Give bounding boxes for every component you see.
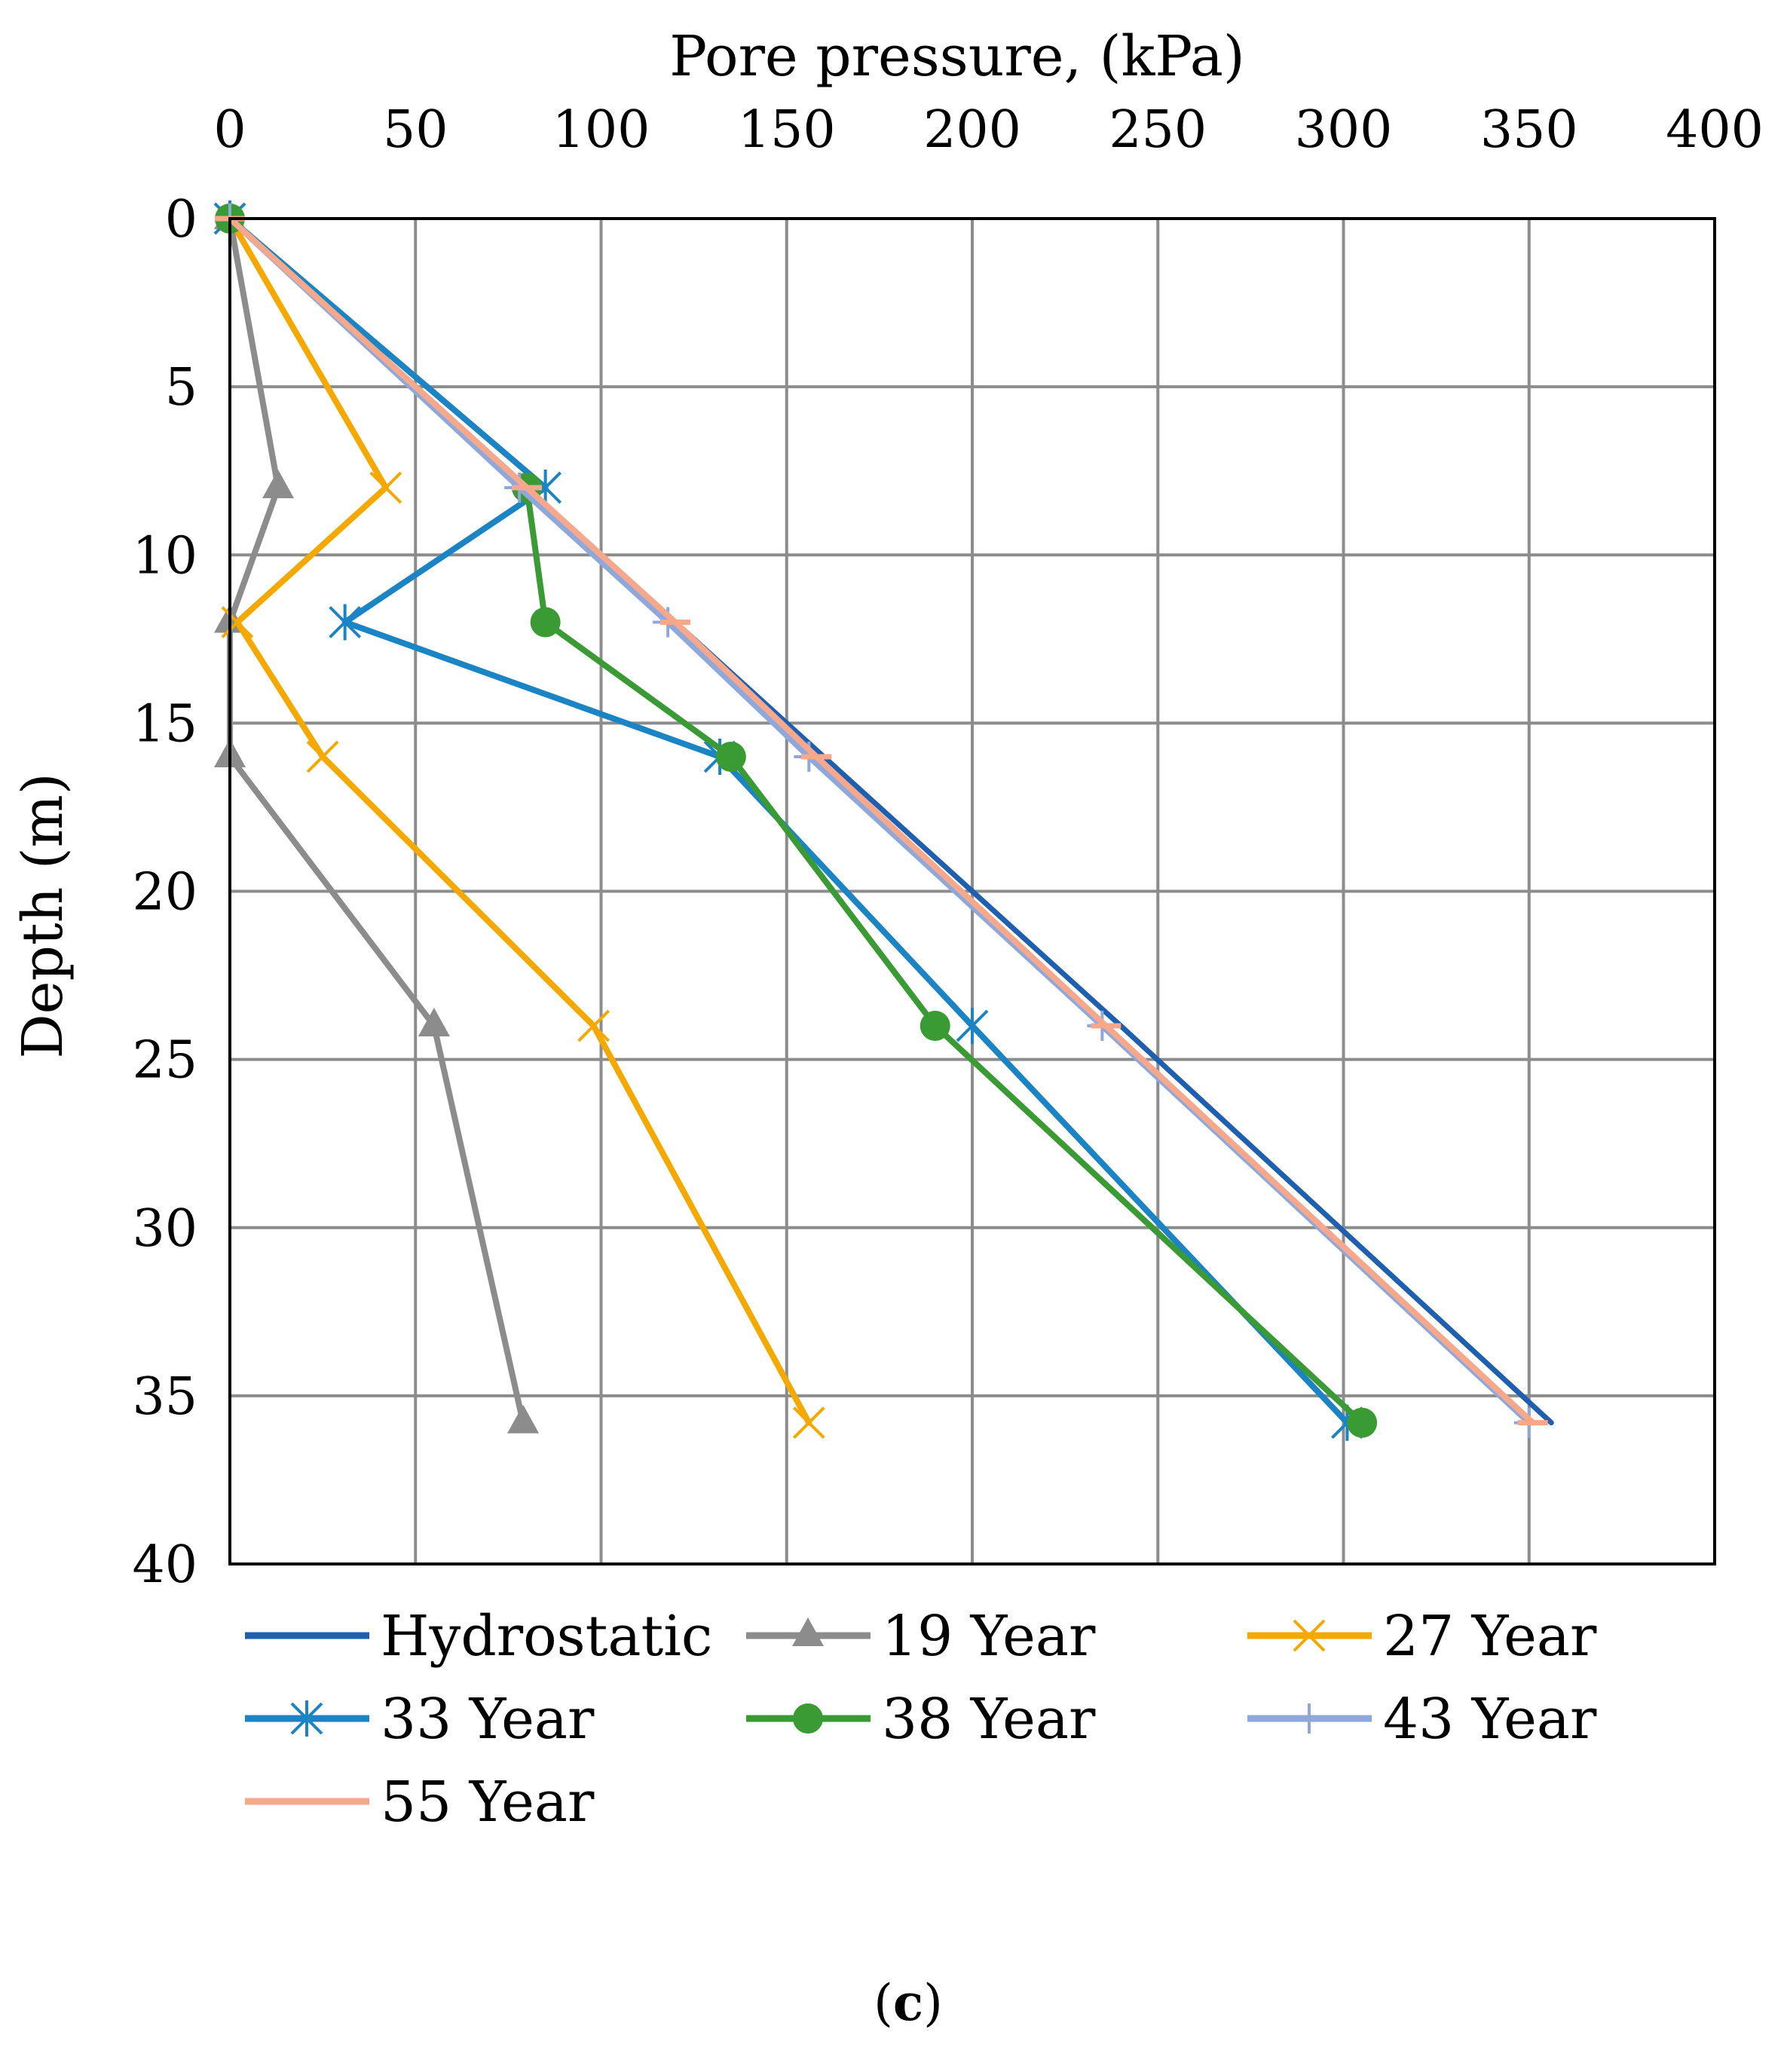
legend: Hydrostatic 19 Year 27 Year 33 Year 38 Year 4… [245, 1604, 1597, 1835]
x-tick-label-150: 150 [738, 100, 836, 160]
data-point-19-year-1 [262, 470, 295, 498]
data-point-27-year-4 [577, 1009, 610, 1042]
series-layer [213, 200, 1554, 1441]
x-tick-label-100: 100 [552, 100, 650, 160]
legend-item-43-year: 43 Year [1247, 1687, 1597, 1752]
caption-open: ( [874, 1974, 893, 2032]
series-line-38-year [227, 216, 1366, 1426]
legend-label-33-year: 33 Year [381, 1687, 595, 1752]
data-point-38-year-5 [1347, 1407, 1378, 1438]
y-axis-title: Depth (m) [11, 773, 75, 1058]
legend-marker-33-year [290, 1700, 323, 1737]
legend-label-38-year: 38 Year [882, 1687, 1096, 1752]
data-point-27-year-1 [369, 471, 402, 504]
x-tick-label-300: 300 [1295, 100, 1393, 160]
y-tick-label-15: 15 [132, 694, 197, 754]
series-27-year [213, 202, 825, 1439]
x-axis-title: Pore pressure, (kPa) [669, 24, 1245, 89]
y-tick-label-40: 40 [132, 1535, 197, 1595]
x-tick-label-0: 0 [213, 100, 246, 160]
legend-label-hydrostatic: Hydrostatic [381, 1604, 712, 1669]
series-line-27-year [227, 216, 812, 1426]
data-point-19-year-4 [418, 1008, 450, 1036]
y-tick-label-30: 30 [132, 1199, 197, 1259]
legend-item-27-year: 27 Year [1247, 1604, 1597, 1669]
data-point-19-year-5 [507, 1404, 540, 1434]
figure-caption: (c) [874, 1973, 943, 2032]
y-tick-label-20: 20 [132, 863, 197, 923]
legend-label-55-year: 55 Year [381, 1770, 595, 1835]
y-tick-label-35: 35 [132, 1367, 197, 1427]
legend-item-33-year: 33 Year [245, 1687, 595, 1752]
plot-frame [228, 217, 1716, 1565]
caption-letter: c [893, 1973, 923, 2032]
series-line-33-year [227, 216, 1351, 1426]
data-point-38-year-4 [920, 1011, 950, 1041]
legend-item-19-year: 19 Year [746, 1604, 1096, 1669]
data-point-33-year-4 [956, 1008, 989, 1044]
legend-label-19-year: 19 Year [882, 1604, 1096, 1669]
series-line-19-year [227, 216, 527, 1426]
legend-marker-38-year [793, 1703, 823, 1734]
axis-layer: Pore pressure, (kPa) Depth (m) [11, 24, 1716, 1565]
x-tick-label-250: 250 [1109, 100, 1207, 160]
x-tick-label-200: 200 [923, 100, 1021, 160]
data-point-38-year-3 [715, 742, 746, 772]
x-tick-label-350: 350 [1480, 100, 1578, 160]
legend-item-55-year: 55 Year [245, 1770, 595, 1835]
legend-marker-19-year [792, 1618, 824, 1646]
legend-item-hydrostatic: Hydrostatic [245, 1604, 712, 1669]
y-tick-label-25: 25 [132, 1031, 197, 1091]
caption-close: ) [923, 1974, 943, 2032]
legend-label-43-year: 43 Year [1383, 1687, 1597, 1752]
legend-marker-27-year [1293, 1619, 1326, 1652]
legend-label-27-year: 27 Year [1383, 1604, 1597, 1669]
legend-marker-43-year [1294, 1703, 1324, 1734]
y-tick-label-5: 5 [165, 358, 197, 418]
x-tick-label-400: 400 [1666, 100, 1764, 160]
data-point-27-year-5 [792, 1406, 825, 1439]
legend-item-38-year: 38 Year [746, 1687, 1096, 1752]
grid-layer [230, 219, 1715, 1564]
data-point-27-year-2 [221, 606, 254, 638]
series-55-year [215, 216, 1548, 1426]
x-tick-label-50: 50 [383, 100, 448, 160]
data-point-27-year-3 [306, 740, 339, 773]
y-tick-label-10: 10 [132, 526, 197, 586]
tick-labels: 0 50 100 150 200 250 300 350 400 0 5 10 15 20 25 30 35 40 [132, 100, 1763, 1595]
data-point-38-year-2 [530, 607, 561, 638]
series-line-55-year [227, 216, 1536, 1426]
data-point-33-year-2 [329, 604, 362, 641]
y-tick-label-0: 0 [165, 190, 197, 249]
